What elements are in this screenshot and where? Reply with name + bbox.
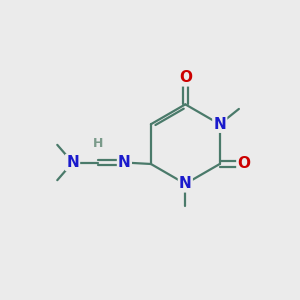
Text: H: H <box>93 137 104 150</box>
Text: O: O <box>237 157 250 172</box>
Text: N: N <box>179 176 192 191</box>
Text: O: O <box>179 70 192 86</box>
Text: N: N <box>66 155 79 170</box>
Text: N: N <box>213 117 226 132</box>
Text: N: N <box>118 155 131 170</box>
